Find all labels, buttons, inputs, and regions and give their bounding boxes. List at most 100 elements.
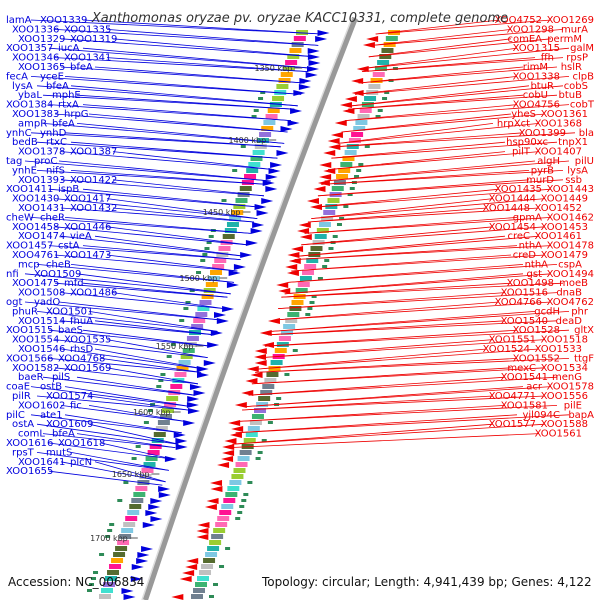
feature-box: [170, 384, 183, 389]
feature-box: [119, 534, 132, 539]
leader-line: [36, 141, 278, 159]
gene-label: XOO1417: [64, 194, 111, 205]
feature-box: [233, 468, 246, 473]
gene-label: XOO1655: [6, 466, 53, 477]
reverse-gene-arrow: [185, 564, 198, 570]
gene-label: proC: [34, 156, 57, 167]
gc-dot: [148, 409, 154, 412]
gc-dot: [196, 271, 202, 274]
feature-box: [149, 444, 162, 449]
leader-line: [281, 282, 564, 298]
feature-box: [135, 486, 148, 491]
gene-label: cstA: [58, 241, 80, 252]
gc-dot: [93, 571, 99, 574]
leader-line: [287, 264, 524, 283]
left-leader-lines: [24, 19, 322, 486]
leader-line: [307, 207, 488, 223]
gene-label: creD: [513, 250, 537, 261]
reverse-gene-arrow: [313, 186, 326, 192]
gene-label: rhsD: [70, 344, 93, 355]
feature-box: [377, 60, 390, 65]
reverse-gene-arrow: [366, 36, 379, 42]
gene-label: XOO1338: [513, 71, 560, 82]
reverse-gene-arrow: [276, 282, 289, 288]
leader-line: [54, 367, 198, 385]
reverse-gene-arrow: [342, 108, 355, 114]
gene-label: ostB: [40, 382, 62, 393]
gene-label: XOO1582: [12, 363, 59, 374]
leader-line: [261, 339, 546, 358]
feature-box: [267, 108, 280, 113]
kbp-tick-label: 1700 kbp: [90, 534, 128, 543]
gc-dot: [240, 145, 246, 148]
feature-box: [131, 498, 144, 503]
gene-label: XOO1444: [489, 194, 536, 205]
feature-box: [105, 576, 118, 581]
gene-label: nthA: [525, 259, 549, 270]
leader-line: [30, 414, 182, 434]
gc-dot: [354, 175, 360, 178]
gene-label: XOO1561: [535, 429, 582, 440]
gene-label: cobT: [570, 100, 595, 111]
gene-label: XOO1452: [535, 203, 582, 214]
forward-gene-arrow: [186, 402, 199, 408]
leader-line: [112, 151, 275, 170]
forward-gene-arrow: [187, 396, 200, 402]
reverse-gene-arrow: [222, 450, 235, 456]
gene-label: XOO1411: [6, 184, 53, 195]
forward-gene-arrow: [173, 432, 186, 438]
gene-label: bfeA: [52, 429, 75, 440]
gene-label: XOO1486: [70, 288, 117, 299]
leader-line: [64, 217, 251, 234]
gene-label: ate1: [40, 410, 63, 421]
right-leader-lines: [229, 19, 576, 448]
gc-dot: [336, 223, 342, 226]
forward-gene-arrow: [121, 588, 134, 594]
leader-line: [304, 217, 552, 234]
gene-label: algH: [537, 156, 560, 167]
forward-gene-arrow: [240, 252, 253, 258]
gene-label: ispB: [58, 184, 79, 195]
leader-line: [255, 358, 570, 373]
feature-box: [191, 594, 204, 599]
feature-box: [383, 42, 396, 47]
gene-label: XOO4762: [547, 297, 594, 308]
leader-line: [331, 141, 506, 159]
feature-box: [304, 264, 317, 269]
leader-line: [48, 104, 291, 121]
leader-line: [242, 395, 546, 411]
reverse-gene-arrow: [221, 456, 234, 462]
reverse-gene-arrow: [182, 570, 195, 576]
forward-gene-arrow: [305, 72, 318, 78]
reverse-gene-arrow: [297, 228, 310, 234]
kbp-scale: 1350 kbp 1400 kbp 1450 kbp 1500 kbp 1550 kbp…: [90, 64, 303, 543]
feature-box: [351, 132, 364, 137]
forward-gene-arrow: [315, 36, 328, 42]
reverse-gene-arrow: [210, 486, 223, 492]
leader-line: [348, 94, 524, 110]
leader-line: [36, 311, 218, 332]
reverse-gene-arrow: [196, 528, 209, 534]
feature-box: [113, 552, 126, 557]
genome-title: Xanthomonas oryzae pv. oryzae KACC10331,…: [91, 11, 508, 26]
gene-label: rtxA: [58, 100, 79, 111]
gc-dot: [339, 217, 345, 220]
gene-label: XOO1546: [18, 344, 65, 355]
leader-line: [82, 329, 212, 347]
feature-box: [235, 462, 248, 467]
feature-box: [214, 258, 227, 263]
feature-box: [205, 282, 218, 287]
gene-label: mcp: [18, 259, 40, 270]
gene-label: bla: [579, 128, 594, 139]
reverse-gene-arrow: [254, 348, 267, 354]
feature-box: [289, 306, 302, 311]
feature-box: [262, 384, 275, 389]
feature-box: [316, 228, 329, 233]
gene-label: XOO4766: [495, 297, 542, 308]
feature-box: [186, 336, 199, 341]
feature-box: [246, 168, 259, 173]
leader-line: [82, 47, 312, 69]
feature-box: [285, 318, 298, 323]
kbp-tick-label: 1400 kbp: [229, 136, 267, 145]
